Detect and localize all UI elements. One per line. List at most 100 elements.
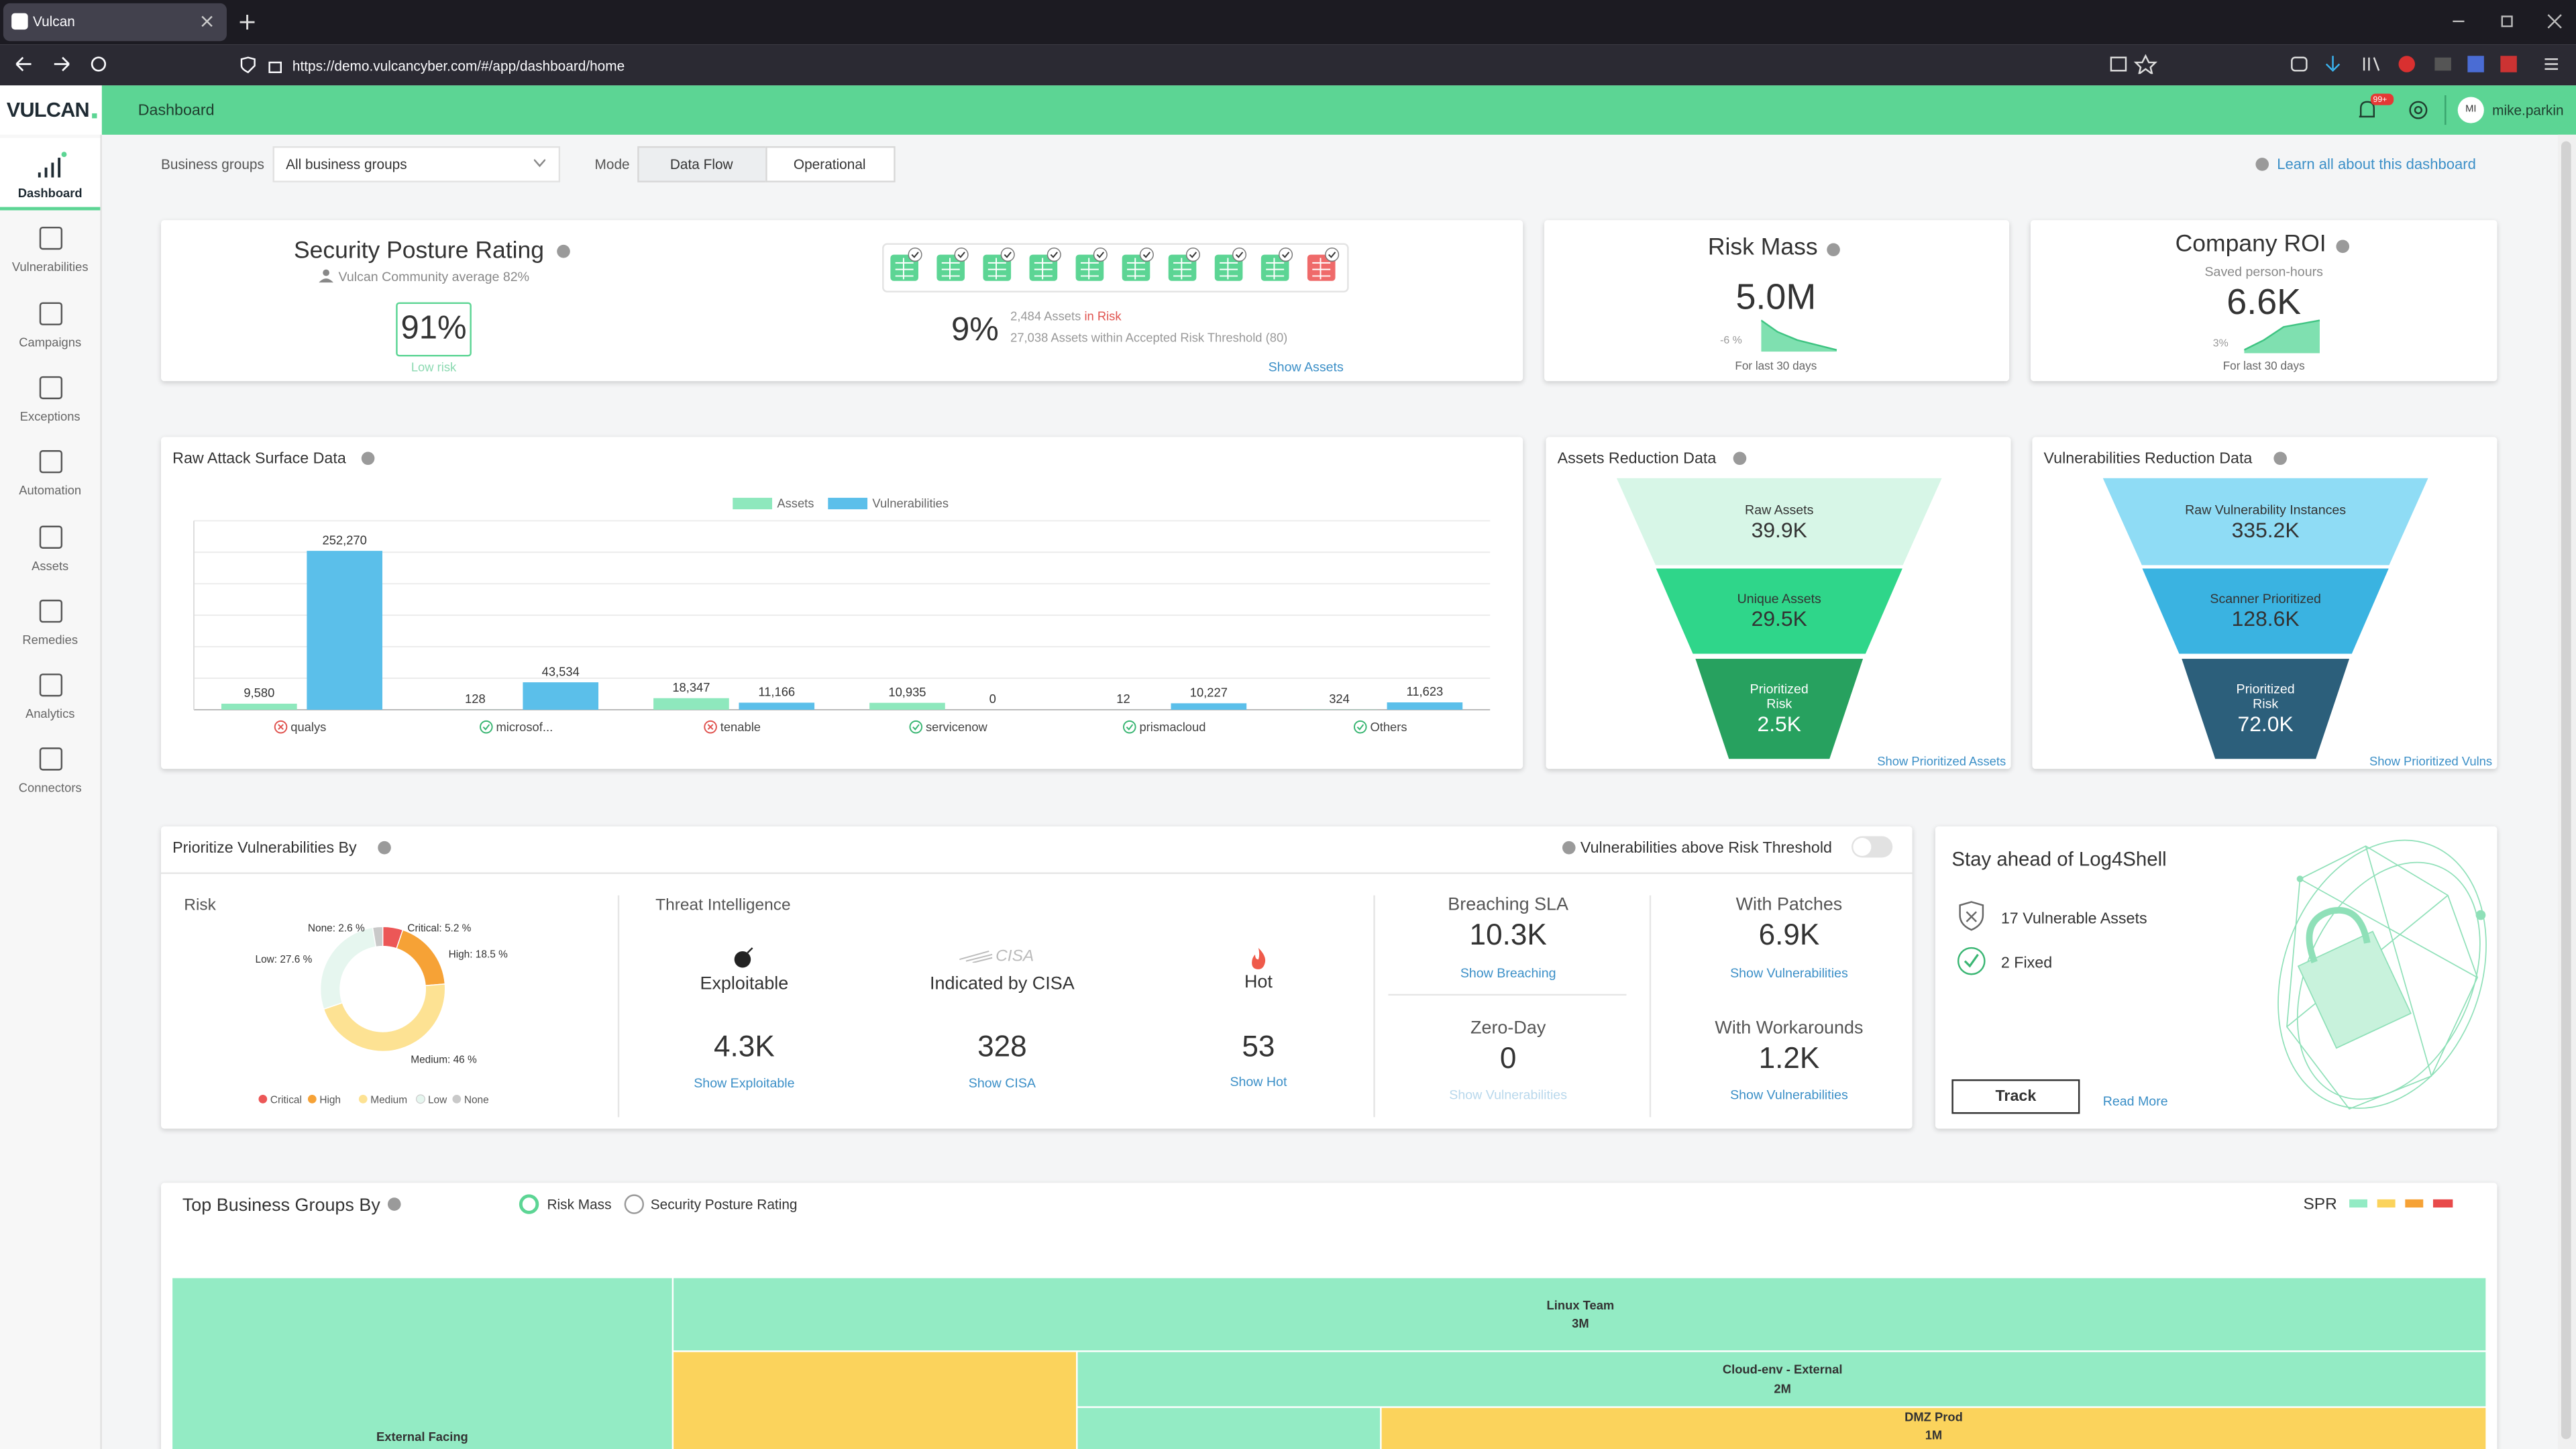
legend-dot <box>358 1095 368 1104</box>
nav-label[interactable]: Vulnerabilities <box>11 260 89 275</box>
stage-label: Raw Vulnerability Instances <box>2185 502 2347 517</box>
bar-value-label: 252,270 <box>322 533 366 547</box>
url[interactable]: https://demo.vulcancyber.com/#/app/dashb… <box>292 57 625 74</box>
select[interactable] <box>272 146 561 182</box>
asset-icon-lines <box>941 258 960 280</box>
score-label: Low risk <box>411 360 457 375</box>
legend-label: Assets <box>777 496 814 511</box>
mode-button[interactable] <box>765 146 896 182</box>
asset-check <box>957 252 965 258</box>
sidebar <box>0 134 102 1449</box>
tab-close[interactable] <box>201 15 214 28</box>
read-more[interactable]: Read More <box>2102 1094 2168 1110</box>
threat-value: 53 <box>1242 1030 1275 1063</box>
label: Mode <box>594 156 630 173</box>
show-prioritized[interactable]: Show Prioritized Vulns <box>2369 754 2493 769</box>
status-glyph <box>1126 724 1134 731</box>
notification-badge-bg <box>2370 93 2394 105</box>
kpi-subtitle: Saved person-hours <box>2204 264 2323 280</box>
nav-label[interactable]: Automation <box>19 483 82 498</box>
browser-tab[interactable] <box>3 3 227 42</box>
stage-label: Unique Assets <box>1737 591 1821 606</box>
funnel-stage: Raw Assets 39.9K <box>1616 478 1942 566</box>
user-name[interactable]: mike.parkin <box>2492 101 2564 119</box>
mode-button-active[interactable] <box>637 146 767 182</box>
bar-value-label: 11,623 <box>1406 684 1443 698</box>
treemap-cell <box>674 1278 2486 1351</box>
nav-label[interactable]: Remedies <box>22 632 78 647</box>
nav-label[interactable]: Campaigns <box>19 334 82 350</box>
x-tick-label: Others <box>1370 720 1407 734</box>
bar-value-label: 18,347 <box>672 680 710 694</box>
card-title: Vulnerabilities Reduction Data <box>2043 450 2253 468</box>
asset-check <box>1189 252 1197 258</box>
asset-badge <box>954 248 969 262</box>
track-button[interactable] <box>1951 1079 2080 1114</box>
nav-label[interactable]: Analytics <box>25 706 75 722</box>
stage-label: Prioritized Risk <box>2236 682 2295 712</box>
show-assets[interactable]: Show Assets <box>1268 360 1344 375</box>
site-info[interactable] <box>240 56 283 74</box>
metric-link[interactable]: Show Vulnerabilities <box>1730 966 1848 981</box>
threat-link[interactable]: Show CISA <box>968 1076 1036 1091</box>
bar <box>739 702 815 710</box>
window-controls[interactable] <box>2448 13 2563 30</box>
log4shell-art <box>2277 839 2487 1110</box>
risk-mass-card <box>1544 220 2010 382</box>
asset-icon <box>1307 254 1336 281</box>
bar-value-label: 9,580 <box>244 686 274 700</box>
nav-label[interactable]: Exceptions <box>19 409 80 424</box>
metric-link[interactable]: Show Vulnerabilities <box>1730 1087 1848 1103</box>
asset-icon <box>1029 254 1058 281</box>
nav-label[interactable]: Assets <box>32 557 69 573</box>
card-title: Risk Mass <box>1707 235 1818 262</box>
legend-label: None <box>464 1094 489 1106</box>
status-glyph <box>278 724 284 731</box>
nav-label[interactable]: Dashboard <box>17 185 83 201</box>
threat-value: 328 <box>977 1030 1027 1063</box>
radio[interactable] <box>624 1194 645 1214</box>
x-tick-label: tenable <box>720 720 761 734</box>
toolbar-icons[interactable] <box>2109 54 2569 74</box>
header-icons[interactable] <box>2356 97 2438 123</box>
nav-icon <box>39 301 63 325</box>
metric-label: With Workarounds <box>1715 1018 1864 1038</box>
spr-card <box>161 220 1523 382</box>
asset-icon <box>1214 254 1243 281</box>
threat-link[interactable]: Show Hot <box>1230 1074 1287 1089</box>
asset-icon-lines <box>1173 258 1192 280</box>
nav-buttons[interactable] <box>13 54 112 74</box>
asset-icon-lines <box>1312 258 1331 280</box>
nav-icon <box>39 748 63 771</box>
learn-link[interactable]: Learn all about this dashboard <box>2277 156 2476 173</box>
status-glyph <box>482 724 490 731</box>
asset-icon-lines <box>1266 258 1285 280</box>
donut-segment <box>323 983 446 1053</box>
nav-icon <box>39 376 63 399</box>
bar-value-label: 324 <box>1329 692 1350 706</box>
hot-icon <box>1252 948 1266 969</box>
notification-badge: 99+ <box>2373 94 2387 105</box>
legend-label: High <box>319 1094 341 1106</box>
metric-link[interactable]: Show Breaching <box>1460 966 1556 981</box>
kpi-change: 3% <box>2212 338 2229 350</box>
raw-attack-card <box>161 437 1523 769</box>
track-label: Track <box>1995 1087 2037 1106</box>
asset-icon <box>936 254 965 281</box>
asset-check <box>1050 252 1058 258</box>
nav-label[interactable]: Connectors <box>18 781 82 796</box>
funnel-stage: Raw Vulnerability Instances 335.2K <box>2102 478 2428 566</box>
help-icon <box>1562 841 1576 855</box>
threat-link[interactable]: Show Exploitable <box>694 1076 795 1091</box>
stage-value: 2.5K <box>1757 711 1802 737</box>
kpi-change: -6 % <box>1720 335 1742 347</box>
radio-selected[interactable] <box>519 1194 539 1214</box>
divider <box>1373 895 1375 1118</box>
threat-label: Exploitable <box>700 974 789 994</box>
show-prioritized[interactable]: Show Prioritized Assets <box>1877 754 2006 769</box>
new-tab[interactable] <box>239 15 255 30</box>
metric-link[interactable]: Show Vulnerabilities <box>1449 1087 1568 1103</box>
header-divider <box>2445 95 2447 125</box>
tab-title: Vulcan <box>32 13 75 30</box>
